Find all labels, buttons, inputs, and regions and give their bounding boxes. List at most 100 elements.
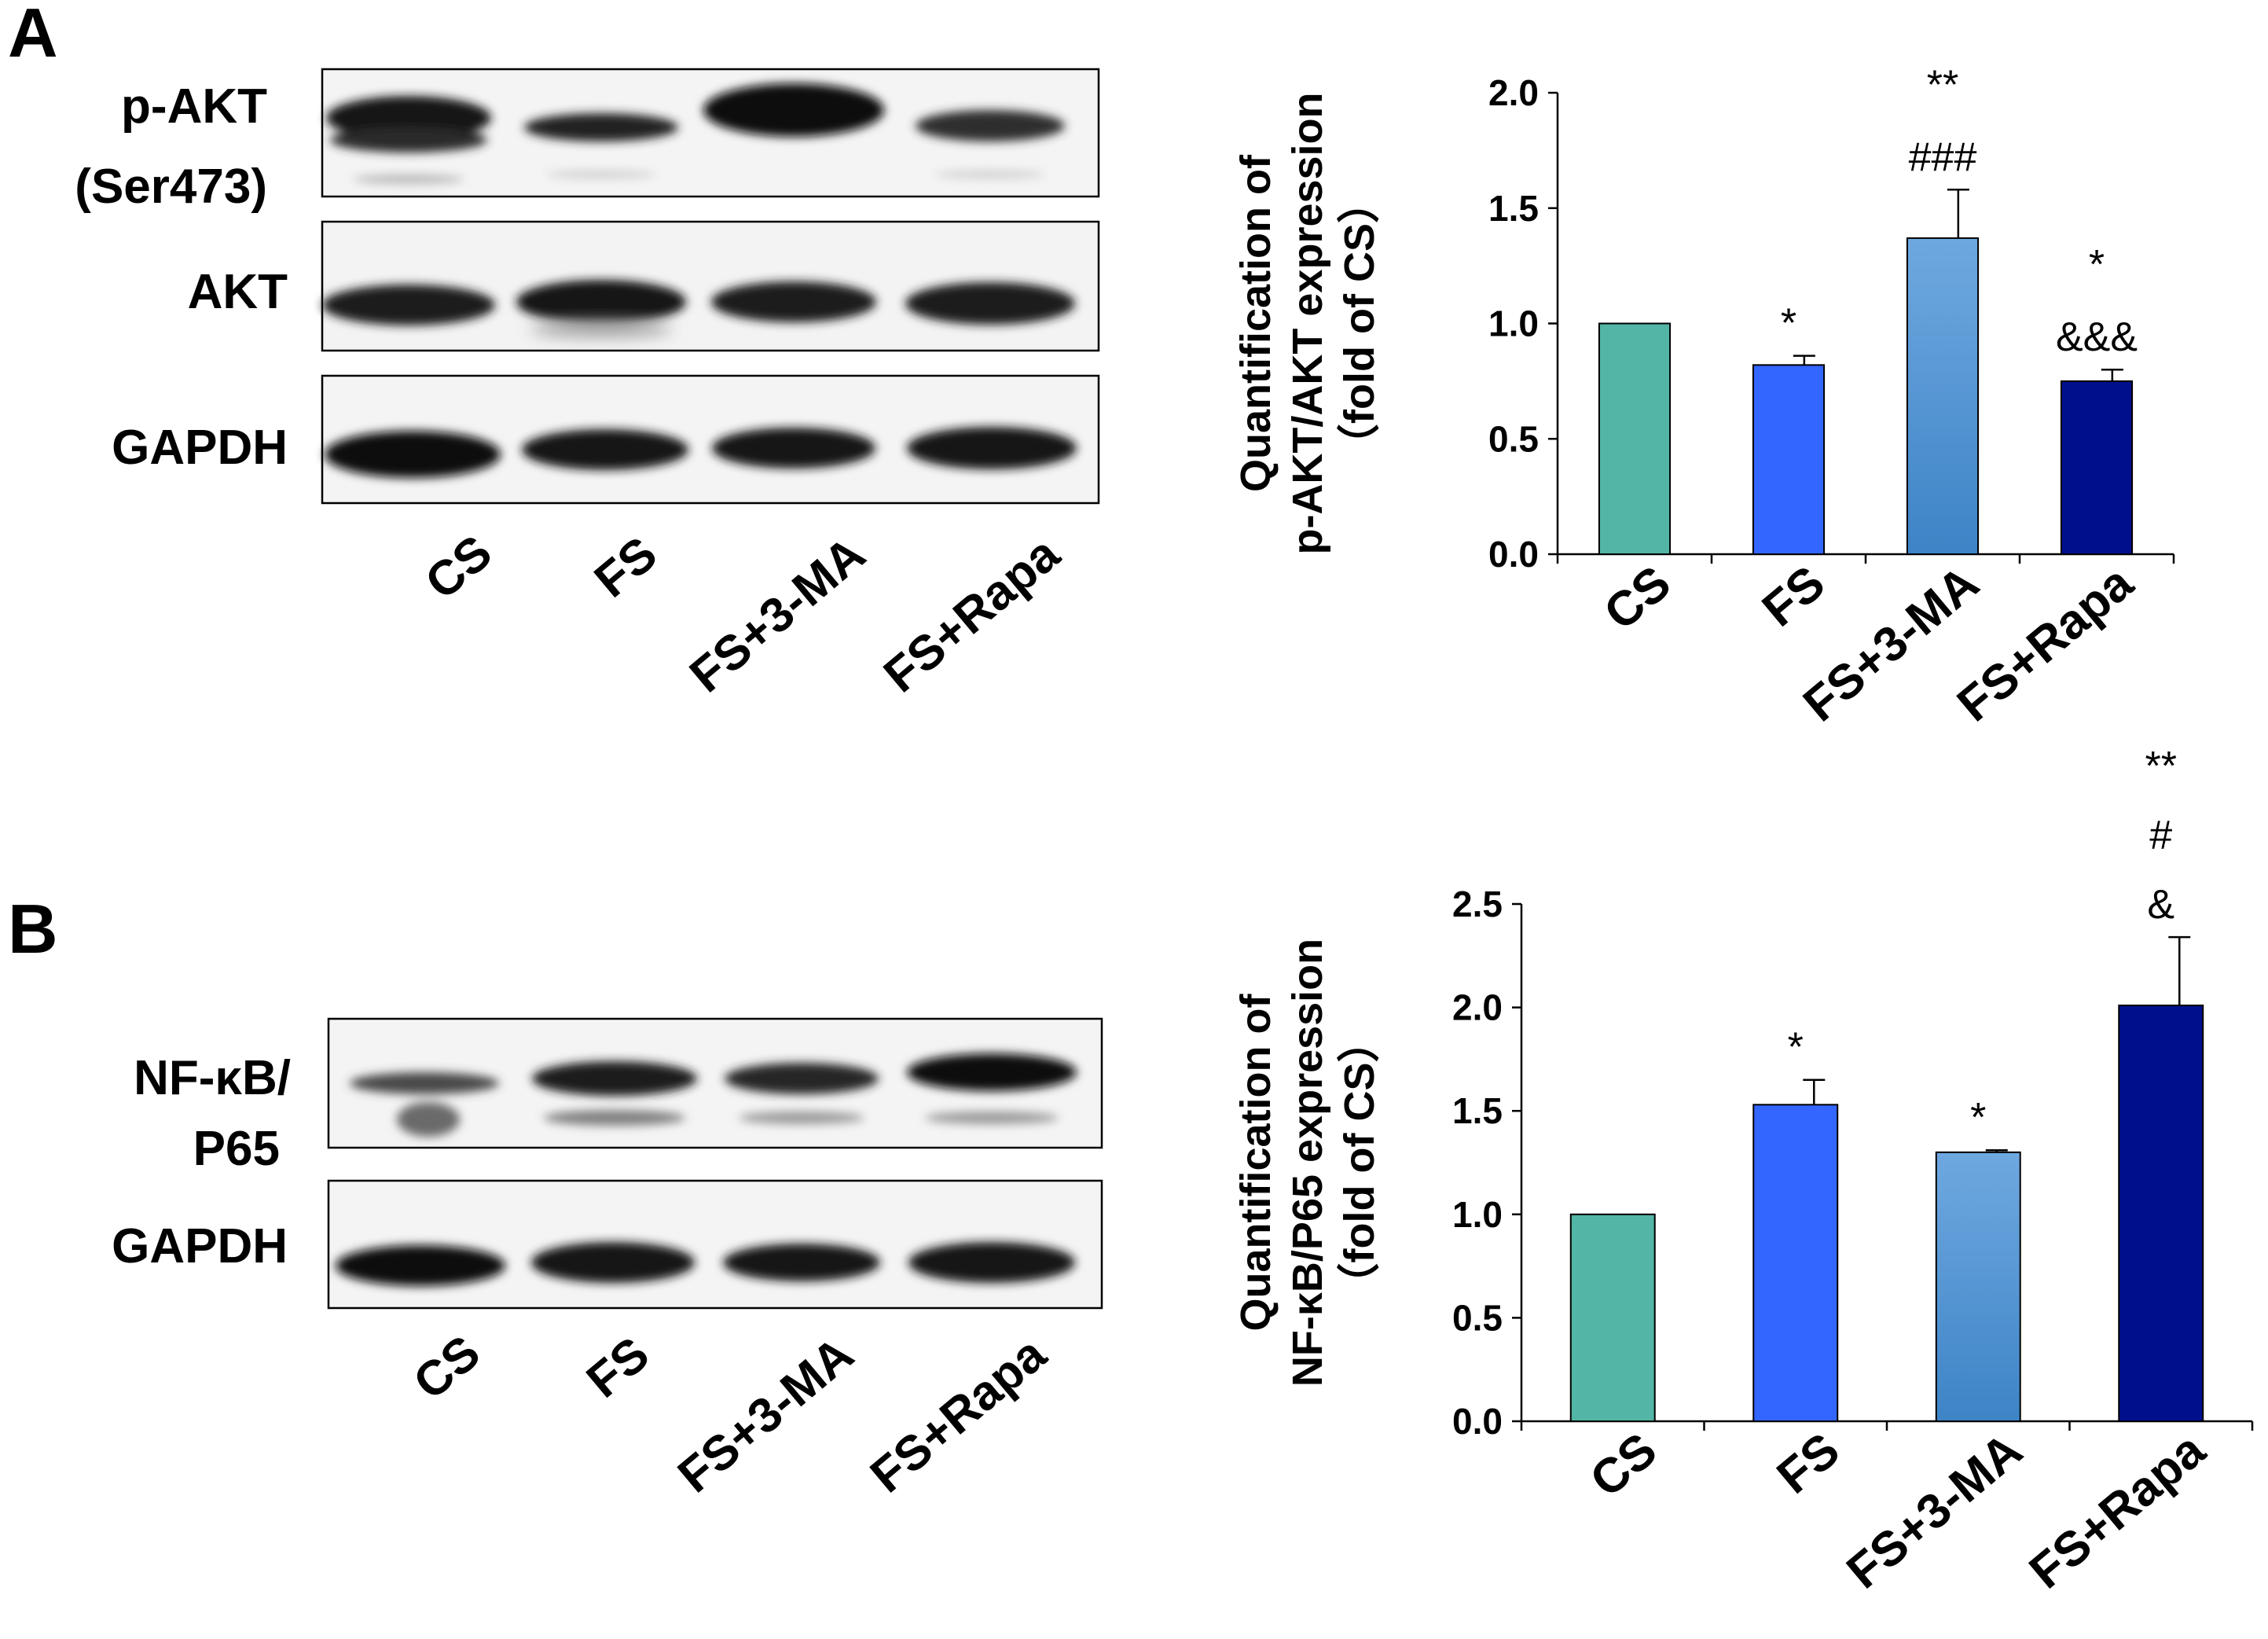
band — [712, 428, 875, 469]
band — [703, 83, 884, 137]
y-tick-label: 0.0 — [1452, 1401, 1503, 1442]
x-tick-label: FS — [1752, 556, 1835, 638]
significance-label: & — [2147, 882, 2174, 928]
band — [711, 281, 876, 322]
blot-a-row1-label-line1: p-AKT — [121, 79, 267, 134]
band — [908, 1242, 1075, 1283]
band — [531, 1242, 695, 1283]
significance-label: * — [1970, 1095, 1986, 1141]
significance-label: ** — [2145, 744, 2177, 789]
bar — [1569, 1213, 1656, 1423]
chart-a: 0.00.51.01.52.0CS*FS###**FS+3-MA&&&*FS+R… — [1232, 62, 2175, 733]
blot-b-lane-labels: CS FS FS+3-MA FS+Rapa — [404, 1325, 1057, 1504]
y-tick-label: 0.0 — [1488, 534, 1539, 575]
band — [907, 1053, 1077, 1091]
bar — [1906, 237, 1980, 555]
band — [925, 1112, 1059, 1124]
significance-label: * — [1781, 301, 1796, 347]
band — [326, 96, 491, 140]
bar — [1598, 322, 1672, 555]
y-tick-label: 1.5 — [1488, 188, 1539, 229]
band — [336, 1245, 505, 1286]
y-axis-label: Quantification of — [1232, 154, 1279, 492]
band — [522, 429, 688, 470]
bar — [2060, 380, 2134, 555]
band — [530, 321, 672, 336]
blot-b-row1-label-line2: P65 — [193, 1122, 280, 1176]
y-tick-label: 0.5 — [1488, 418, 1539, 459]
x-tick-label: CS — [1580, 1423, 1667, 1508]
band — [546, 171, 656, 178]
y-tick-label: 0.5 — [1452, 1297, 1503, 1338]
bar — [1935, 1151, 2021, 1422]
y-axis-label: p-AKT/AKT expression — [1284, 92, 1331, 554]
blot-a-lane-label: FS+Rapa — [874, 527, 1070, 704]
x-tick-label: CS — [1595, 556, 1681, 641]
significance-label: * — [2089, 242, 2105, 288]
bar — [1752, 1104, 1839, 1422]
blot-b-gapdh-box — [327, 1179, 1103, 1310]
band — [905, 282, 1075, 325]
panel-a-letter: A — [8, 0, 58, 72]
x-tick-label: FS+Rapa — [1947, 556, 2143, 733]
band — [532, 1061, 697, 1096]
panel-b-letter: B — [8, 890, 58, 968]
band — [524, 113, 678, 141]
band — [397, 1102, 460, 1137]
significance-label: &&& — [2056, 314, 2138, 360]
band — [325, 431, 501, 478]
blot-a-lane-label: FS+3-MA — [680, 527, 875, 703]
blot-a-row3-label: GAPDH — [112, 421, 288, 475]
blot-a-gapdh-box — [321, 374, 1100, 505]
blot-b-row1-label-line1: NF-κB/ — [134, 1051, 291, 1105]
blot-b-lane-label: FS+Rapa — [861, 1327, 1056, 1504]
y-axis-label: NF-κB/P65 expression — [1284, 939, 1331, 1387]
y-axis-label: （fold of CS） — [1336, 1020, 1383, 1306]
blot-b-lane-label: FS+3-MA — [668, 1327, 864, 1503]
blot-a-row2-label: AKT — [188, 265, 288, 319]
panel-a-blot: p-AKT (Ser473) AKT GAPDH — [75, 68, 1100, 704]
y-tick-label: 1.0 — [1488, 303, 1539, 344]
panel-b-blot: NF-κB/ P65 GAPDH — [112, 1017, 1103, 1504]
band — [916, 110, 1065, 141]
significance-label: * — [1788, 1025, 1804, 1071]
blot-b-row2-label: GAPDH — [112, 1219, 288, 1273]
band — [907, 427, 1077, 469]
band — [322, 285, 495, 325]
x-tick-label: FS — [1767, 1423, 1850, 1505]
blot-a-pakt-box — [321, 68, 1100, 198]
y-tick-label: 2.5 — [1452, 884, 1503, 924]
band — [516, 280, 686, 324]
blot-a-lane-label: CS — [416, 525, 502, 610]
y-tick-label: 2.0 — [1452, 987, 1503, 1028]
blot-b-lane-label: FS — [577, 1327, 659, 1409]
bar — [2118, 1004, 2204, 1422]
blot-a-akt-box — [321, 220, 1100, 352]
significance-label: ### — [1909, 134, 1977, 180]
band — [739, 1112, 864, 1124]
x-tick-label: FS+Rapa — [2020, 1423, 2215, 1600]
y-tick-label: 2.0 — [1488, 72, 1539, 113]
blot-a-lane-label: FS — [585, 527, 667, 608]
band — [354, 175, 464, 184]
band — [725, 1063, 879, 1094]
band — [935, 171, 1045, 178]
blot-a-row1-label-line2: (Ser473) — [75, 160, 267, 214]
chart-b: 0.0 0.5 1.0 1.5 2.0 2.5 CS * FS * FS+3-MA & # ** FS+Ra… — [1232, 744, 2254, 1600]
x-tick-label: FS+3-MA — [1837, 1423, 2032, 1599]
band — [544, 1110, 685, 1126]
blot-a-lane-labels: CS FS FS+3-MA FS+Rapa — [416, 525, 1070, 704]
y-axis-label: （fold of CS） — [1336, 181, 1383, 466]
significance-label: # — [2149, 813, 2172, 858]
band — [350, 1072, 499, 1094]
significance-label: ** — [1927, 62, 1958, 108]
y-tick-label: 1.5 — [1452, 1090, 1503, 1131]
blot-b-nfkb-box — [327, 1017, 1103, 1149]
band — [723, 1244, 880, 1281]
y-axis-label: Quantification of — [1232, 993, 1279, 1331]
bar — [1752, 364, 1826, 555]
band — [330, 127, 487, 153]
blot-b-lane-label: CS — [404, 1325, 490, 1410]
y-tick-label: 1.0 — [1452, 1194, 1503, 1235]
